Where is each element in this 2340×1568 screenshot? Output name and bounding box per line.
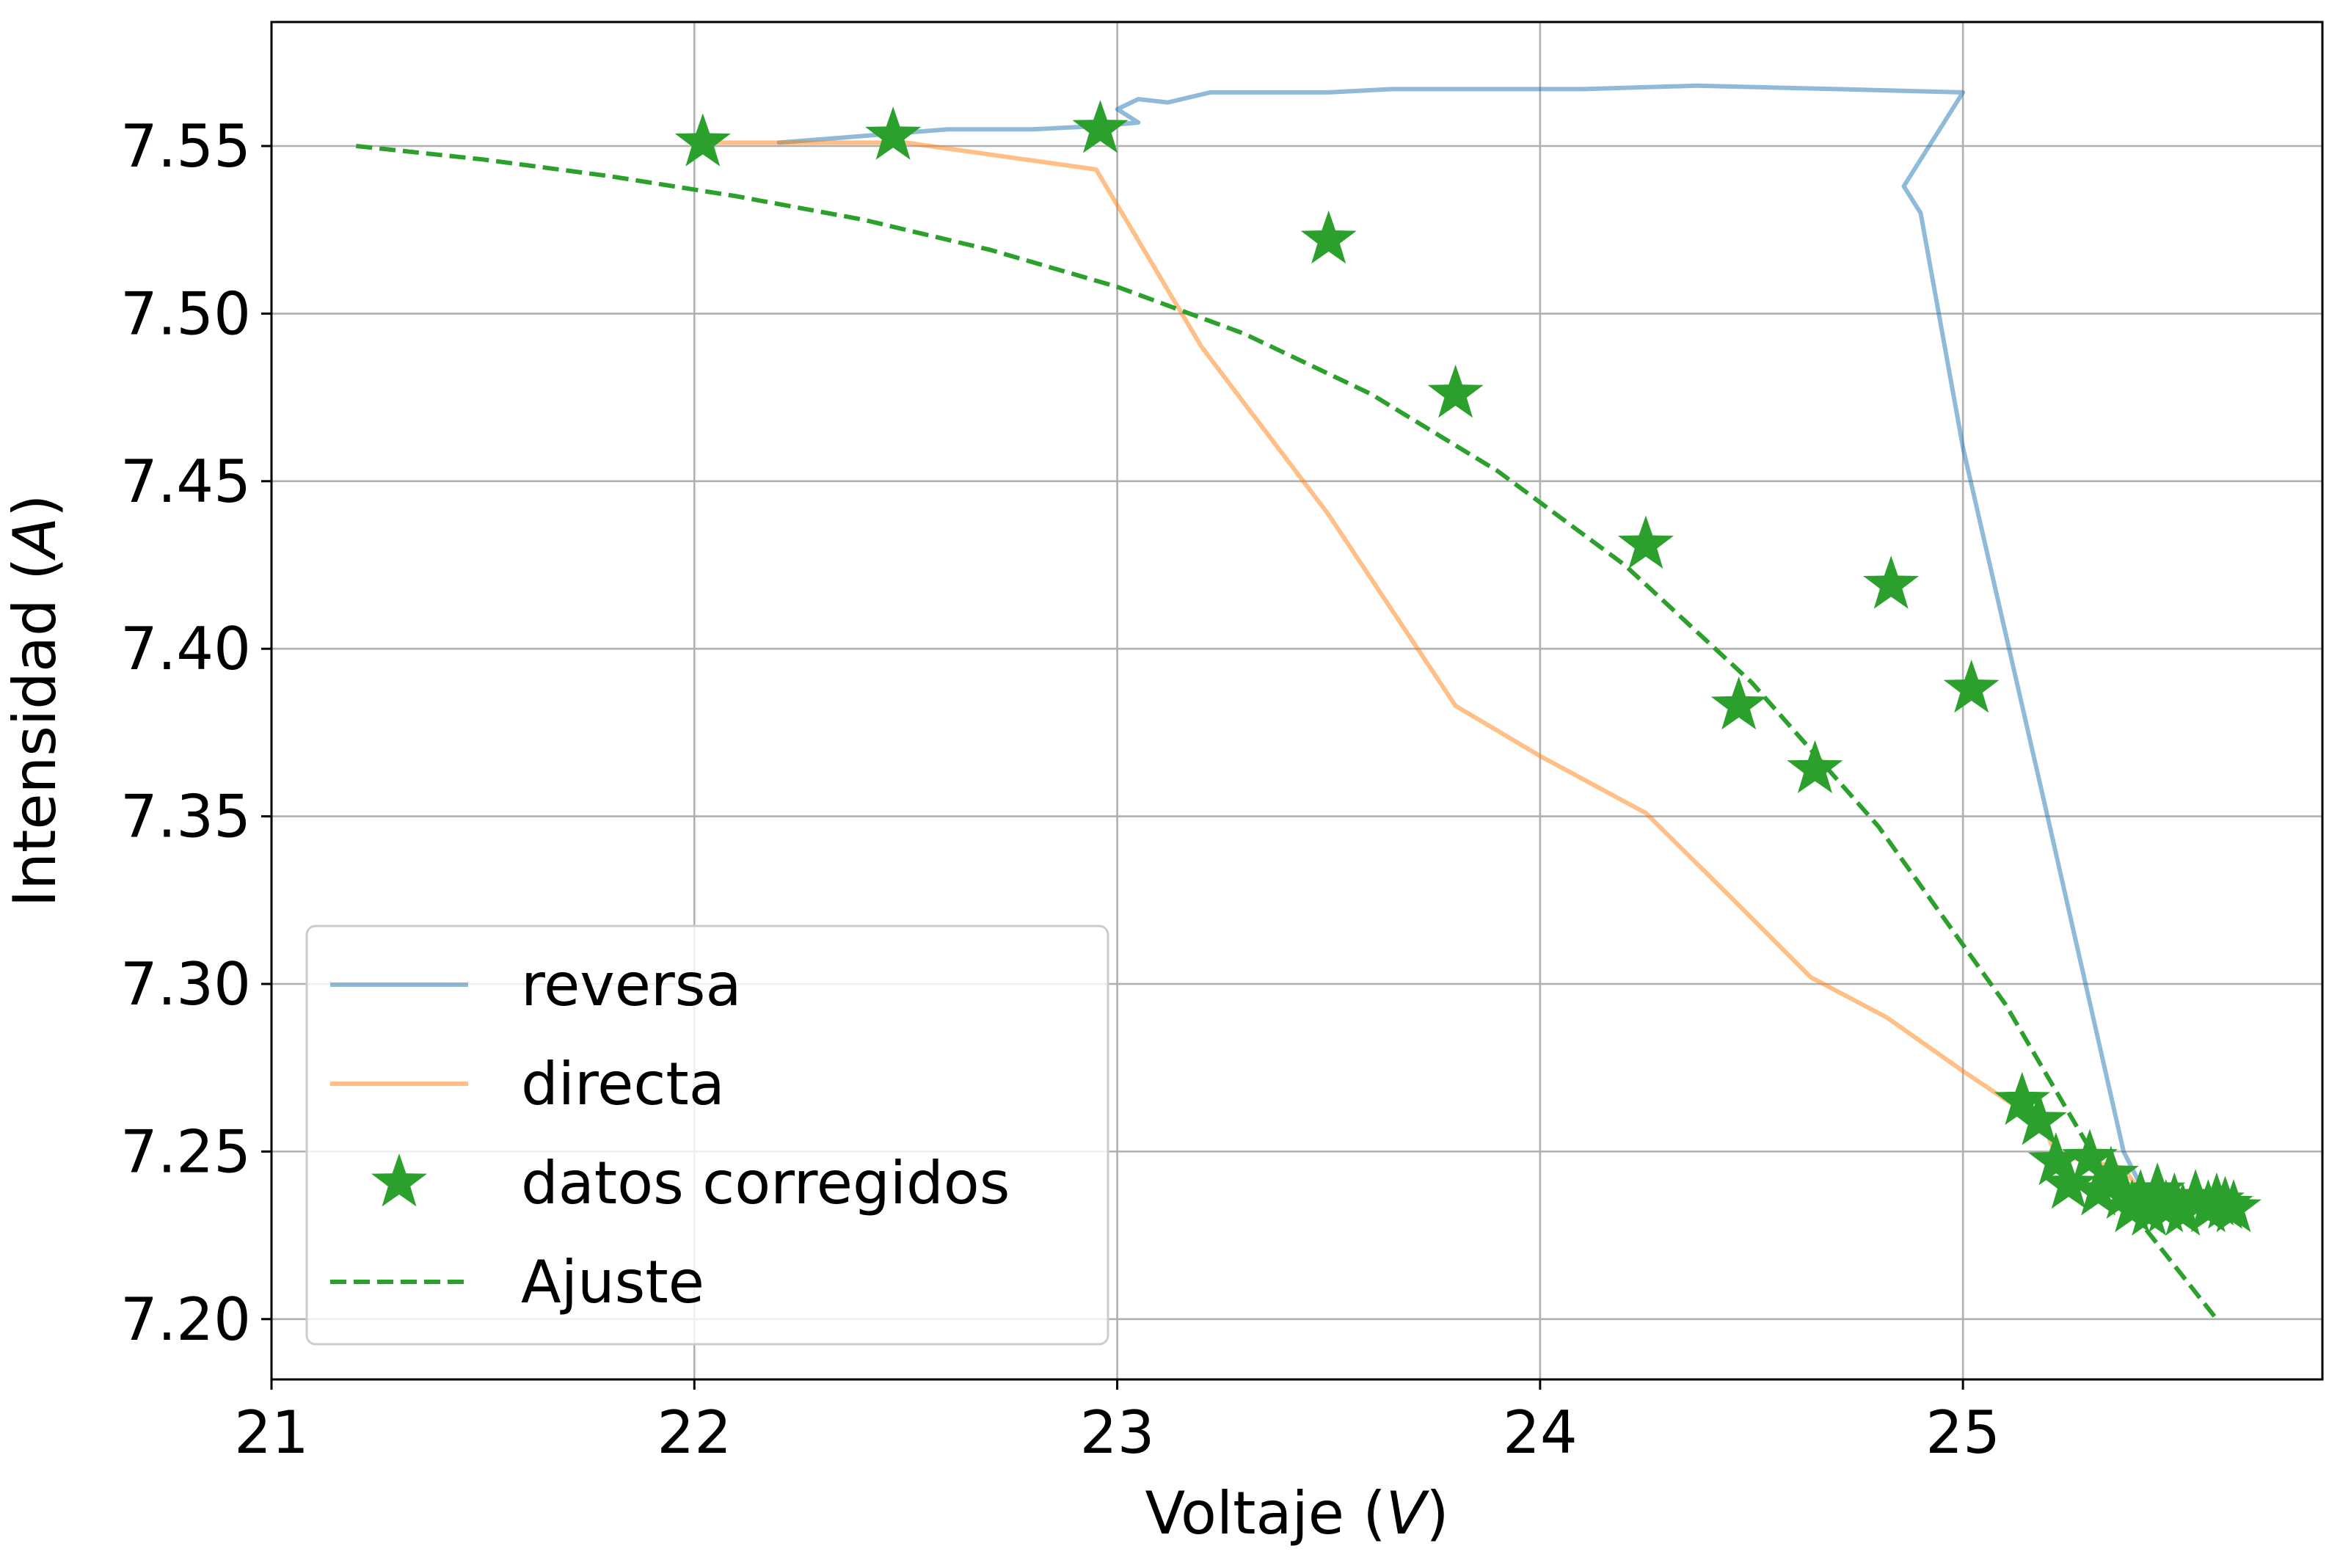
y-tick-label: 7.25	[120, 1117, 251, 1186]
y-axis-label: Intensidad (A)	[1, 495, 69, 908]
y-tick-label: 7.30	[120, 950, 251, 1018]
y-tick-label: 7.50	[120, 280, 251, 348]
legend: reversa directa datos corregidos Ajuste	[305, 925, 1109, 1346]
data-point-star	[2205, 1179, 2261, 1233]
data-point-star	[1863, 555, 1920, 609]
legend-label-datos-corregidos: datos corregidos	[521, 1149, 1010, 1217]
data-point-star	[1072, 100, 1129, 153]
data-point-star	[2082, 1145, 2139, 1199]
x-axis-label: Voltaje (V)	[1145, 1479, 1448, 1547]
legend-box	[305, 925, 1109, 1346]
x-tick-label: 22	[657, 1399, 732, 1467]
x-tick-label: 24	[1503, 1399, 1578, 1467]
data-point-star	[674, 113, 731, 167]
y-tick-label: 7.35	[120, 783, 251, 851]
x-axis-unit: V	[1386, 1479, 1430, 1547]
legend-label-directa: directa	[521, 1050, 725, 1118]
y-axis-unit: A	[1, 517, 69, 561]
x-tick-label: 23	[1080, 1399, 1155, 1467]
y-tick-label: 7.45	[120, 448, 251, 516]
series-datos-corregidos	[674, 100, 2261, 1236]
data-point-star	[1994, 1071, 2050, 1126]
y-tick-label: 7.20	[120, 1286, 251, 1354]
data-point-star	[2011, 1092, 2067, 1145]
data-point-star	[1617, 515, 1674, 569]
data-point-star	[2113, 1169, 2169, 1222]
data-point-star	[2062, 1128, 2118, 1182]
y-tick-label: 7.40	[120, 615, 251, 683]
ticks: 21 22 23 24 25 7.20 7.25 7.30 7.35 7.40 7.45 7.50 7.…	[120, 112, 2000, 1467]
data-point-star	[1710, 676, 1767, 730]
series-ajuste	[355, 144, 2219, 1321]
data-point-star	[2027, 1132, 2084, 1186]
legend-label-reversa: reversa	[521, 951, 742, 1019]
legend-label-ajuste: Ajuste	[521, 1248, 704, 1316]
x-tick-label: 21	[234, 1399, 309, 1467]
x-tick-label: 25	[1925, 1399, 2000, 1467]
data-point-star	[2129, 1162, 2186, 1216]
series-layer	[355, 83, 2261, 1321]
data-point-star	[1427, 365, 1484, 418]
data-point-star	[865, 106, 922, 160]
data-point-star	[1787, 740, 1843, 793]
data-point-star	[2041, 1156, 2097, 1209]
legend-swatch-datos-corregidos	[371, 1153, 427, 1207]
plot-frame	[270, 21, 2324, 1381]
data-point-star	[1943, 660, 2000, 713]
data-point-star	[2146, 1172, 2203, 1226]
y-tick-label: 7.55	[120, 112, 251, 180]
series-line-ajuste	[355, 144, 2219, 1321]
data-point-star	[1300, 210, 1357, 264]
